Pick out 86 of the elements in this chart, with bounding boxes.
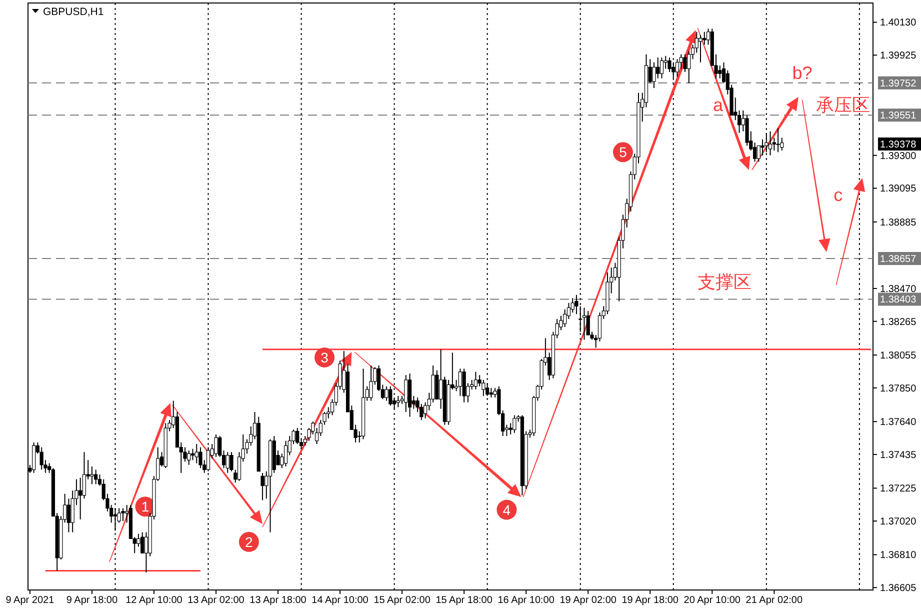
x-tick-label: 21 Apr 02:00 <box>746 595 803 606</box>
x-tick-label: 19 Apr 18:00 <box>622 595 679 606</box>
x-tick-label: 19 Apr 02:00 <box>560 595 617 606</box>
candlestick <box>404 374 408 412</box>
candlestick <box>190 448 195 461</box>
y-tick-label: 1.37435 <box>880 450 917 461</box>
y-tick-label: 1.37850 <box>880 383 917 394</box>
candlestick <box>78 477 82 520</box>
x-tick-label: 15 Apr 02:00 <box>374 595 431 606</box>
y-tick-label: 1.39300 <box>880 150 917 162</box>
x-tick-label: 13 Apr 18:00 <box>250 595 307 606</box>
candlestick <box>652 62 656 89</box>
chart-title: GBPUSD,H1 <box>43 6 104 18</box>
x-tick-label: 9 Apr 2021 <box>6 595 55 606</box>
candlestick <box>570 298 574 314</box>
annotation: 承压区 <box>816 95 870 115</box>
candlestick <box>226 452 230 474</box>
candlestick <box>656 57 660 79</box>
candlestick <box>198 446 202 469</box>
candlestick <box>90 466 94 485</box>
y-tick-label: 1.40130 <box>880 18 917 29</box>
candlestick <box>582 307 586 340</box>
ref-line-label: 1.39551 <box>880 110 917 122</box>
annotation: b? <box>792 63 812 83</box>
y-tick-label: 1.39925 <box>880 50 917 62</box>
annotation: a <box>712 95 724 115</box>
x-tick-label: 20 Apr 10:00 <box>684 595 741 606</box>
candlestick <box>702 31 706 46</box>
candlestick <box>489 387 493 398</box>
annotation: 2 <box>245 534 254 550</box>
annotation: 5 <box>619 144 628 160</box>
candlestick <box>512 414 516 434</box>
x-tick-label: 16 Apr 10:00 <box>498 595 555 606</box>
candlestick <box>482 379 486 396</box>
candlestick <box>194 444 198 464</box>
candlestick <box>660 57 664 79</box>
ref-line-label: 1.38403 <box>880 294 917 306</box>
candlestick <box>458 368 462 396</box>
text: 1.39378 <box>880 140 917 150</box>
annotation: 3 <box>320 349 329 366</box>
x-tick-label: 15 Apr 18:00 <box>436 595 493 606</box>
candlestick <box>187 450 191 466</box>
candlestick <box>117 508 121 524</box>
ref-line-label: 1.38657 <box>880 254 917 265</box>
candlestick <box>396 395 400 408</box>
candlestick <box>40 446 44 470</box>
candlestick <box>388 386 392 406</box>
y-tick-label: 1.36605 <box>880 583 917 594</box>
candlestick <box>121 508 125 522</box>
candlestick <box>776 128 780 153</box>
x-tick-label: 12 Apr 10:00 <box>126 595 183 606</box>
x-tick-label: 14 Apr 10:00 <box>312 595 369 606</box>
y-tick-label: 1.36810 <box>880 550 917 562</box>
y-tick-label: 1.37020 <box>880 516 917 528</box>
candlestick <box>718 65 722 79</box>
annotation: 支撑区 <box>698 272 752 292</box>
y-tick-label: 1.37225 <box>880 484 917 495</box>
annotation: 1 <box>141 498 150 515</box>
y-tick-label: 1.37640 <box>880 417 917 428</box>
annotation: 4 <box>502 502 511 518</box>
candlestick <box>214 434 218 458</box>
x-tick-label: 13 Apr 02:00 <box>188 595 245 606</box>
candlestick <box>140 532 144 554</box>
candlestick <box>486 382 490 396</box>
candlestick <box>675 58 680 78</box>
y-tick-label: 1.38265 <box>880 316 917 328</box>
candlestick <box>284 440 288 468</box>
candlestick <box>687 50 691 84</box>
candlestick <box>384 386 388 402</box>
x-tick-label: 9 Apr 18:00 <box>66 595 118 606</box>
candlestick <box>768 130 772 156</box>
ref-line-label: 1.39752 <box>880 78 917 90</box>
candlestick <box>113 508 118 532</box>
candlestick <box>369 364 373 402</box>
y-tick-label: 1.38885 <box>880 217 917 228</box>
candlestick <box>260 472 264 501</box>
annotation: c <box>834 185 843 205</box>
candlestick <box>94 469 98 485</box>
candlestick <box>66 498 70 533</box>
candlestick <box>683 54 687 72</box>
y-tick-label: 1.39095 <box>880 184 917 195</box>
y-tick-label: 1.38470 <box>880 284 917 295</box>
candlestick <box>296 428 300 445</box>
candlestick <box>474 371 478 390</box>
candlestick <box>698 34 702 63</box>
y-tick-label: 1.38055 <box>880 350 917 362</box>
